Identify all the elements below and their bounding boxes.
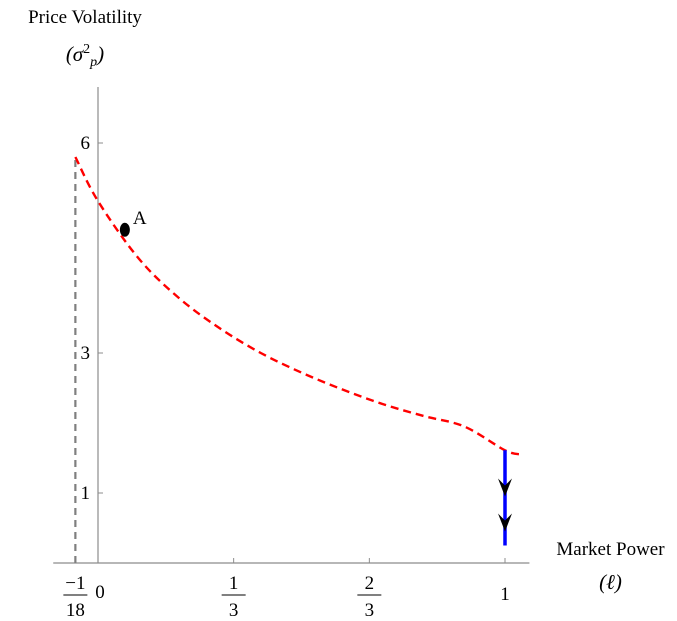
x-tick-label-denominator: 3 [365,600,375,621]
x-tick-label-numerator: 2 [365,573,375,594]
axes [53,87,530,564]
x-tick-label-denominator: 3 [229,600,239,621]
x-tick-label: 0 [95,582,105,603]
arrow-head [498,478,512,497]
x-tick-label-numerator: 1 [229,573,239,594]
x-tick-label-denominator: 18 [66,600,85,621]
point-a-label: A [133,208,147,229]
y-axis-symbol: (σ2p) [65,42,105,71]
arrow-head [498,513,512,532]
x-axis-title: Market Power (ℓ) [538,538,677,594]
y-axis-title: Price Volatility (σ2p) [0,6,170,75]
point-a-marker [119,222,130,237]
series-layer [74,156,522,563]
x-axis-label: Market Power [556,539,665,560]
x-tick-label-numerator: −1 [65,573,85,594]
y-tick-label: 3 [81,343,91,364]
y-axis-label: Price Volatility [28,7,142,28]
volatility-curve [74,156,522,456]
y-tick-label: 6 [81,133,91,154]
x-axis-symbol: (ℓ) [599,570,622,594]
tick-labels: −1 18 0 1 3 2 3 1 1 3 6 A [63,133,510,621]
x-tick-label: 1 [500,584,510,605]
y-tick-label: 1 [81,483,91,504]
